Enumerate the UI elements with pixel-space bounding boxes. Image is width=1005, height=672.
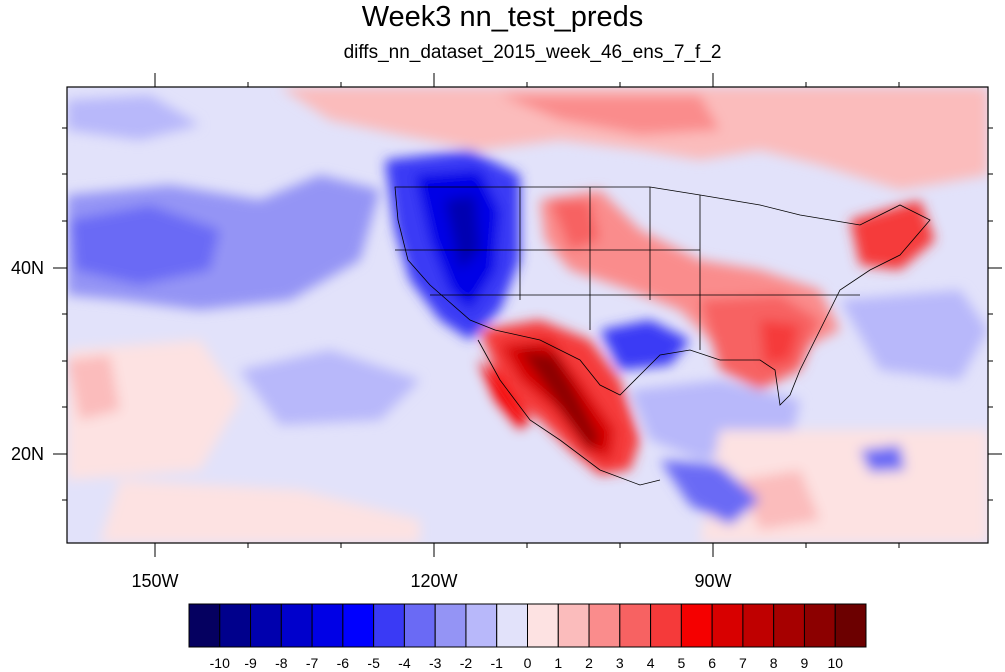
colorbar-label: 6 (708, 655, 716, 671)
lon-label-120w: 120W (410, 571, 458, 591)
map-field (67, 87, 988, 543)
lon-label-90w: 90W (694, 571, 732, 591)
colorbar-label: -1 (491, 655, 504, 671)
colorbar-swatch (219, 603, 252, 648)
colorbar-swatch (650, 603, 682, 648)
canada-positive (280, 87, 988, 190)
colorbar-swatch (311, 603, 344, 648)
axis-ticks (53, 73, 1002, 557)
colorbar-swatch (588, 603, 621, 648)
colorbar-label: -4 (398, 655, 411, 671)
northeast-us-positive (850, 200, 935, 270)
colorbar-swatch (680, 603, 713, 648)
colorbar-label: 5 (677, 655, 685, 671)
colorbar-swatch (711, 603, 744, 648)
colorbar-label: -3 (429, 655, 442, 671)
southeast-us-positive (700, 295, 820, 390)
pacific-deep-negative-core (70, 205, 220, 285)
colorbar-label: -6 (337, 655, 350, 671)
lat-label-40n: 40N (10, 258, 44, 278)
colorbar-swatch (373, 603, 405, 648)
lon-label-150w: 150W (131, 571, 179, 591)
colorbar-label: 8 (770, 655, 778, 671)
colorbar-label: -2 (460, 655, 473, 671)
colorbar-label: -8 (275, 655, 288, 671)
colorbar-swatch (465, 603, 498, 648)
colorbar-swatch (557, 603, 590, 648)
colorbar-swatch (188, 603, 221, 648)
colorbar-label: 0 (524, 655, 532, 671)
colorbar-label: -7 (306, 655, 319, 671)
colorbar-swatch (434, 603, 467, 648)
colorbar-swatch (250, 603, 282, 648)
lat-label-20n: 20N (10, 444, 44, 464)
colorbar-label: 10 (827, 655, 843, 671)
colorbar-swatch (773, 603, 805, 648)
colorbar-swatch (619, 603, 652, 648)
colorbar-label: -5 (367, 655, 380, 671)
colorbar-label: 7 (739, 655, 747, 671)
colorbar-swatch (280, 603, 313, 648)
colorbar-label: 3 (616, 655, 624, 671)
colorbar-swatch (342, 603, 375, 648)
colorbar-label: 2 (585, 655, 593, 671)
colorbar-label: -9 (244, 655, 257, 671)
colorbar-swatch (834, 603, 867, 648)
colorbar-label: 1 (554, 655, 562, 671)
texas-negative-anomaly (600, 320, 690, 370)
colorbar-swatch (527, 603, 559, 648)
map-subtitle: diffs_nn_dataset_2015_week_46_ens_7_f_2 (343, 42, 722, 63)
colorbar-label: 4 (647, 655, 655, 671)
colorbar-label: -10 (210, 655, 230, 671)
colorbar-swatch (403, 603, 436, 648)
colorbar-swatch (496, 603, 528, 648)
colorbar-swatch (742, 603, 775, 648)
coastline-outlines (394, 186, 931, 486)
central-america-negative (660, 460, 760, 525)
colorbar-label: 9 (801, 655, 809, 671)
colorbar-swatch (803, 603, 836, 648)
colorbar: -10 -9 -8 -7 -6 -5 -4 -3 -2 -1 0 1 2 3 4 5 6 7 8 9 10 (188, 603, 867, 671)
map-title: Week3 nn_test_preds (361, 1, 644, 33)
